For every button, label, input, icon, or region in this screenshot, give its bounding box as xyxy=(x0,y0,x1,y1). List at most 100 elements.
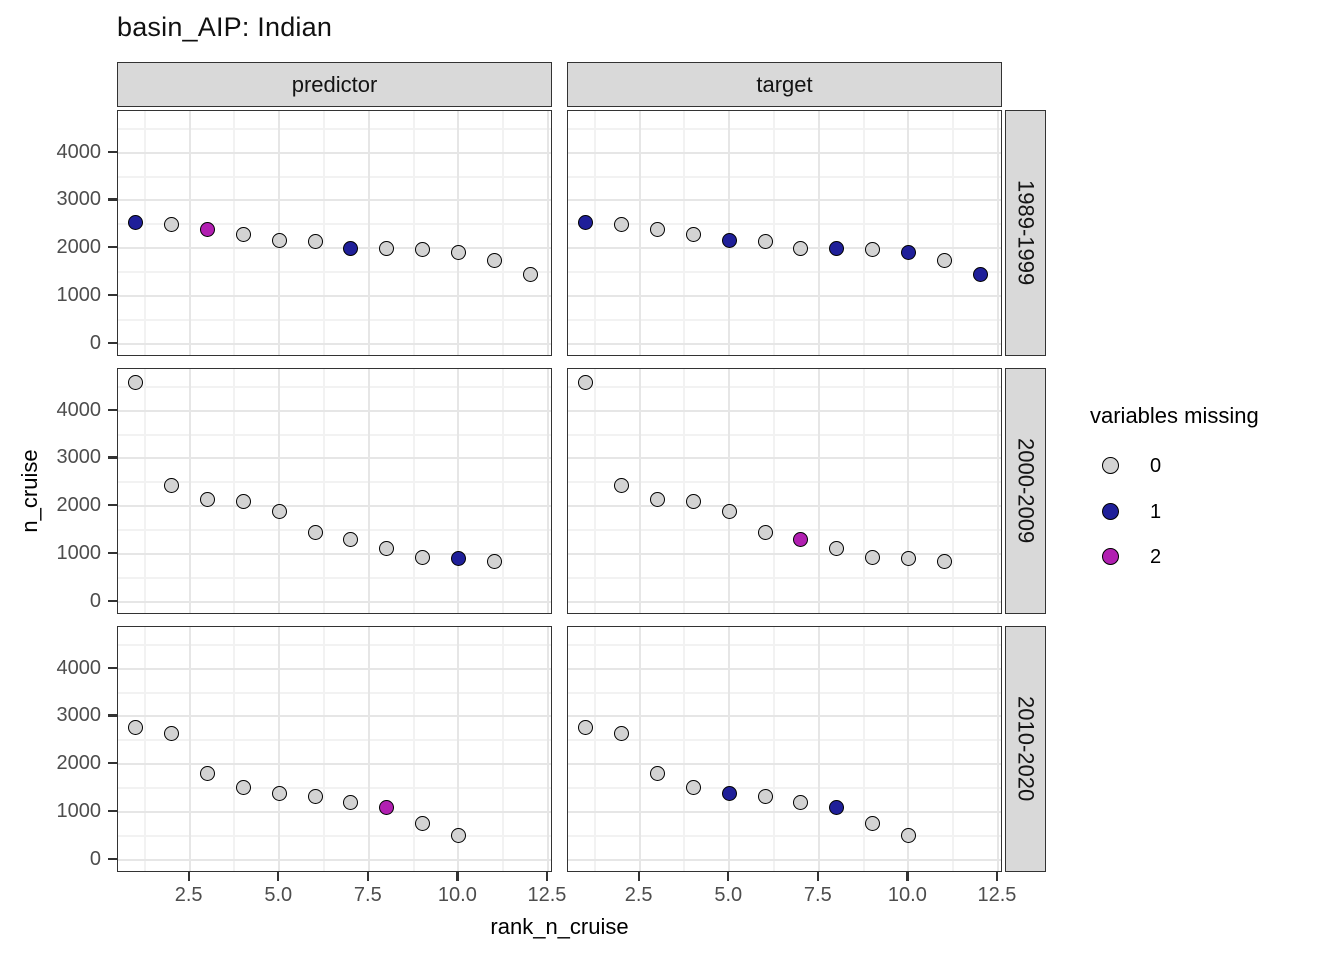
gridline-minor-v xyxy=(683,111,686,355)
gridline-major-v xyxy=(367,627,370,871)
data-point xyxy=(757,524,773,540)
x-tick-label: 10.0 xyxy=(437,884,477,906)
y-tick-label: 3000 xyxy=(56,446,102,469)
gridline-minor-h xyxy=(568,786,1001,789)
y-tick-mark xyxy=(108,198,117,201)
gridline-major-h xyxy=(568,552,1001,555)
gridline-minor-v xyxy=(233,111,236,355)
y-tick-mark xyxy=(108,809,117,812)
gridline-major-h xyxy=(568,409,1001,412)
data-point xyxy=(721,232,737,248)
data-point xyxy=(415,242,431,258)
y-tick-label: 0 xyxy=(89,331,101,354)
x-tick-mark xyxy=(906,872,909,881)
gridline-minor-h xyxy=(568,481,1001,484)
y-tick-label: 2000 xyxy=(56,236,102,259)
data-point xyxy=(128,720,144,736)
y-tick-mark xyxy=(108,341,117,344)
x-tick-label: 2.5 xyxy=(624,884,653,906)
data-point xyxy=(379,800,395,816)
gridline-major-h xyxy=(118,247,551,250)
gridline-minor-v xyxy=(773,111,776,355)
y-tick-mark xyxy=(108,762,117,765)
gridline-minor-v xyxy=(233,369,236,613)
y-tick-label: 4000 xyxy=(56,656,102,679)
gridline-minor-h xyxy=(118,739,551,742)
gridline-minor-v xyxy=(502,369,505,613)
gridline-major-h xyxy=(568,151,1001,154)
gridline-minor-v xyxy=(773,627,776,871)
y-tick-label: 4000 xyxy=(56,398,102,421)
gridline-major-h xyxy=(568,199,1001,202)
gridline-minor-h xyxy=(118,433,551,436)
gridline-minor-v xyxy=(683,369,686,613)
y-tick-label: 2000 xyxy=(56,752,102,775)
gridline-major-v xyxy=(546,369,549,613)
gridline-major-v xyxy=(638,369,641,613)
data-point xyxy=(128,374,144,390)
gridline-major-v xyxy=(457,627,460,871)
y-tick-mark xyxy=(108,246,117,249)
legend-label: 2 xyxy=(1150,546,1162,568)
gridline-minor-h xyxy=(118,127,551,130)
gridline-major-h xyxy=(118,810,551,813)
gridline-minor-v xyxy=(412,111,415,355)
y-tick-label: 4000 xyxy=(56,140,102,163)
gridline-minor-v xyxy=(323,369,326,613)
gridline-major-h xyxy=(118,342,551,345)
gridline-minor-v xyxy=(862,627,865,871)
data-point xyxy=(522,266,538,282)
legend-swatch-2-icon xyxy=(1102,548,1119,565)
gridline-minor-h xyxy=(118,643,551,646)
x-tick-mark xyxy=(277,872,280,881)
gridline-major-v xyxy=(728,627,731,871)
x-tick-label: 12.5 xyxy=(527,884,567,906)
x-tick-mark xyxy=(456,872,459,881)
facet-row-label: 1989-1999 xyxy=(1013,180,1039,286)
x-tick-mark xyxy=(637,872,640,881)
data-point xyxy=(650,221,666,237)
gridline-minor-h xyxy=(118,481,551,484)
data-point xyxy=(829,540,845,556)
legend-swatch-1-icon xyxy=(1102,503,1119,520)
legend-item-0: 0 xyxy=(1102,454,1322,478)
data-point xyxy=(415,549,431,565)
gridline-minor-h xyxy=(568,385,1001,388)
legend-title: variables missing xyxy=(1090,403,1259,428)
data-point xyxy=(271,232,287,248)
gridline-minor-h xyxy=(118,786,551,789)
gridline-minor-h xyxy=(118,223,551,226)
gridline-major-h xyxy=(568,342,1001,345)
gridline-major-v xyxy=(996,369,999,613)
data-point xyxy=(829,241,845,257)
legend-item-2: 2 xyxy=(1102,545,1322,569)
gridline-major-v xyxy=(546,627,549,871)
gridline-major-h xyxy=(118,600,551,603)
gridline-major-h xyxy=(118,151,551,154)
gridline-major-v xyxy=(457,111,460,355)
gridline-major-h xyxy=(118,505,551,508)
gridline-minor-v xyxy=(143,111,146,355)
gridline-major-v xyxy=(728,369,731,613)
data-point xyxy=(721,503,737,519)
gridline-minor-h xyxy=(118,528,551,531)
data-point xyxy=(343,531,359,547)
gridline-minor-h xyxy=(568,691,1001,694)
data-point xyxy=(578,215,594,231)
panel-target-2010-2020 xyxy=(567,626,1002,872)
gridline-major-v xyxy=(996,627,999,871)
data-point xyxy=(235,493,251,509)
x-tick-mark xyxy=(816,872,819,881)
y-tick-label: 1000 xyxy=(56,283,102,306)
x-tick-mark xyxy=(995,872,999,881)
gridline-major-v xyxy=(817,627,820,871)
data-point xyxy=(614,216,630,232)
gridline-major-h xyxy=(568,810,1001,813)
gridline-minor-h xyxy=(568,175,1001,178)
facet-col-strip-predictor: predictor xyxy=(117,62,552,107)
gridline-minor-h xyxy=(568,223,1001,226)
x-tick-label: 2.5 xyxy=(174,884,203,906)
data-point xyxy=(757,788,773,804)
data-point xyxy=(721,785,737,801)
gridline-major-v xyxy=(907,627,910,871)
